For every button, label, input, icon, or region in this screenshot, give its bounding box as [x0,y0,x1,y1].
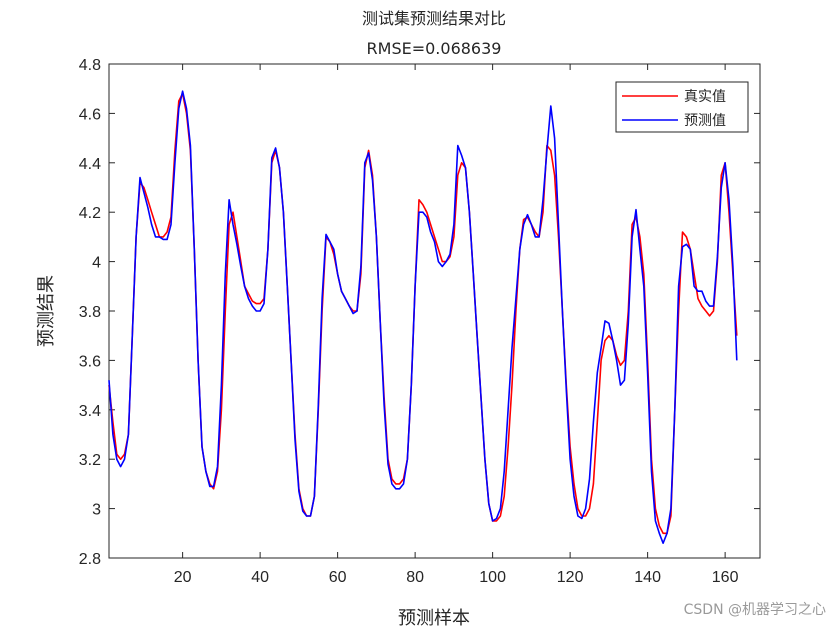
x-tick-label: 140 [634,569,661,586]
y-tick-label: 3.6 [79,353,101,370]
x-tick-label: 120 [557,569,584,586]
x-tick-label: 80 [406,569,424,586]
y-tick-label: 4.4 [79,156,101,173]
y-tick-label: 4.8 [79,57,101,74]
y-tick-label: 4.2 [79,205,101,222]
x-axis-label: 预测样本 [398,608,470,629]
legend-label-predicted: 预测值 [684,113,726,129]
y-tick-label: 4.6 [79,106,101,123]
chart-title: 测试集预测结果对比 [362,9,506,28]
y-axis-label: 预测结果 [36,275,57,347]
watermark: CSDN @机器学习之心 [684,602,826,618]
chart-subtitle: RMSE=0.068639 [367,39,502,58]
x-tick-label: 20 [174,569,192,586]
legend-box [616,82,748,132]
x-tick-label: 60 [329,569,347,586]
y-tick-label: 3.2 [79,452,101,469]
plot-area [109,64,760,558]
x-tick-label: 160 [712,569,739,586]
chart-svg: 测试集预测结果对比 RMSE=0.068639 20 40 60 80 100 120 14… [0,0,840,630]
x-tick-label: 40 [251,569,269,586]
y-tick-label: 3.4 [79,403,101,420]
y-tick-label: 4 [92,255,101,272]
legend: 真实值 预测值 [616,82,748,132]
y-tick-label: 2.8 [79,551,101,568]
y-tick-label: 3.8 [79,304,101,321]
y-tick-label: 3 [92,502,101,519]
chart: 测试集预测结果对比 RMSE=0.068639 20 40 60 80 100 120 14… [0,0,840,630]
legend-label-actual: 真实值 [684,89,726,105]
x-tick-label: 100 [479,569,506,586]
